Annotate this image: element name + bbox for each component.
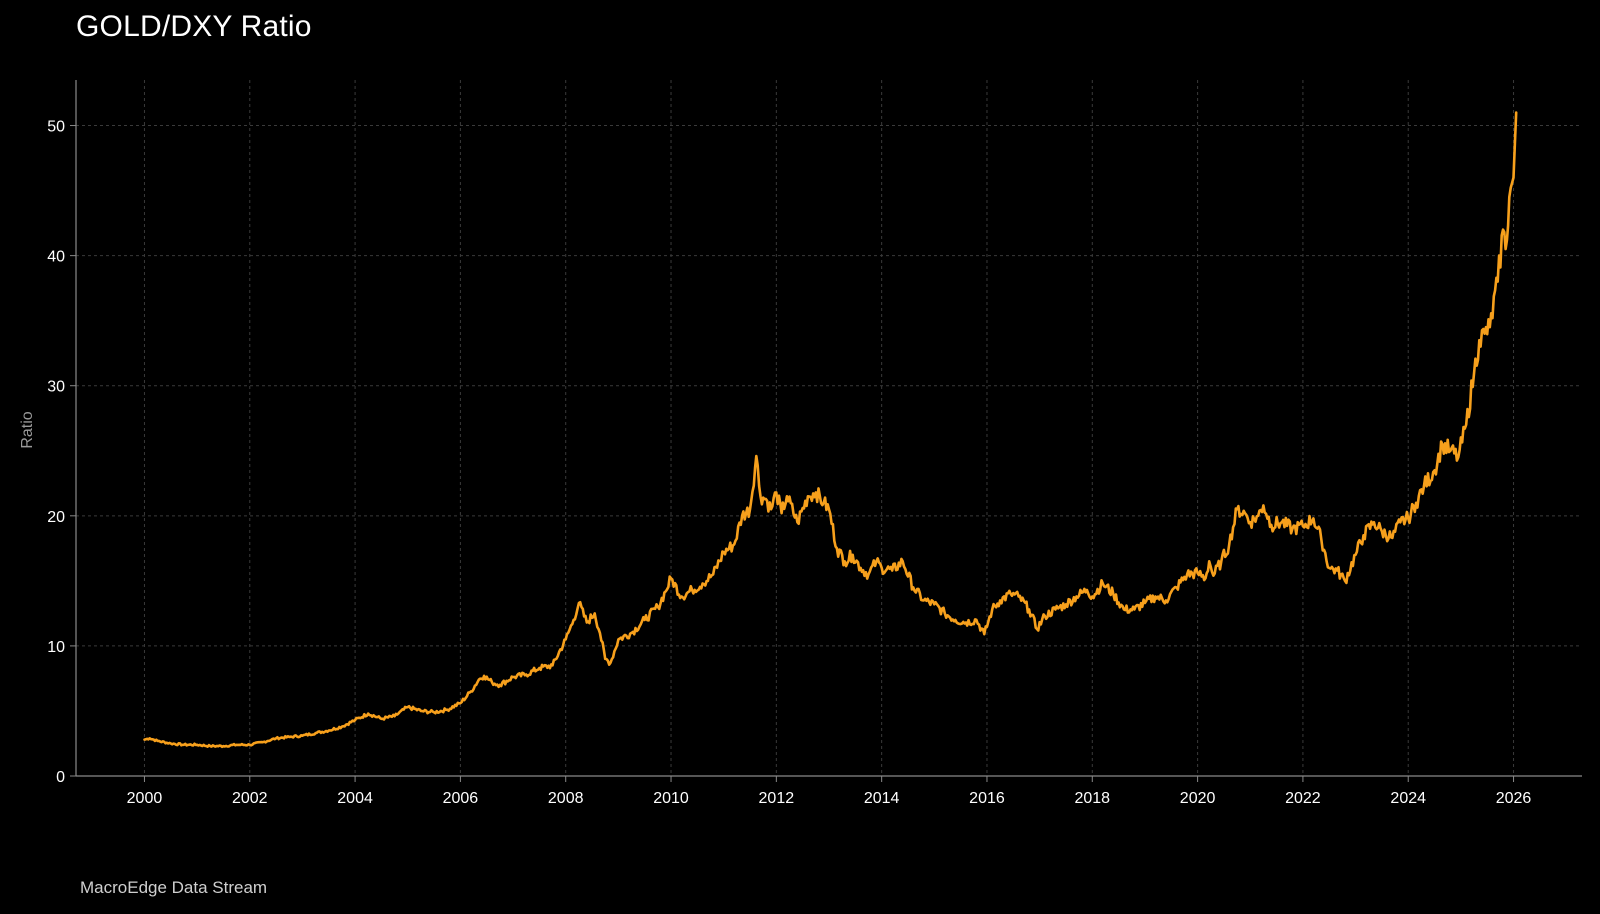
x-tick-label: 2020 — [1180, 790, 1216, 807]
x-tick-label: 2006 — [443, 790, 479, 807]
y-tick-label: 40 — [47, 249, 65, 266]
x-tick-label: 2000 — [127, 790, 163, 807]
source-credit: MacroEdge Data Stream — [80, 878, 268, 897]
series-layer — [143, 111, 1518, 749]
chart-title: GOLD/DXY Ratio — [76, 10, 312, 43]
y-tick-label: 0 — [56, 769, 65, 786]
x-tick-label: 2014 — [864, 790, 900, 807]
x-tick-label: 2012 — [759, 790, 795, 807]
x-tick-label: 2004 — [337, 790, 373, 807]
axes — [70, 80, 1582, 782]
x-tick-label: 2024 — [1390, 790, 1426, 807]
x-tick-label: 2010 — [653, 790, 689, 807]
series-line — [143, 111, 1518, 749]
y-tick-label: 30 — [47, 379, 65, 396]
x-tick-label: 2002 — [232, 790, 268, 807]
x-tick-label: 2008 — [548, 790, 584, 807]
x-tick-label: 2022 — [1285, 790, 1321, 807]
tick-labels: 2000 2002 2004 2006 2008 2010 2012 2014 2016 2018… — [47, 119, 1531, 807]
x-tick-label: 2016 — [969, 790, 1005, 807]
y-tick-label: 20 — [47, 509, 65, 526]
grid-lines — [76, 80, 1582, 777]
y-axis-label: Ratio — [19, 411, 36, 448]
x-tick-label: 2018 — [1074, 790, 1110, 807]
y-tick-label: 10 — [47, 639, 65, 656]
x-tick-label: 2026 — [1496, 790, 1532, 807]
y-tick-label: 50 — [47, 119, 65, 136]
